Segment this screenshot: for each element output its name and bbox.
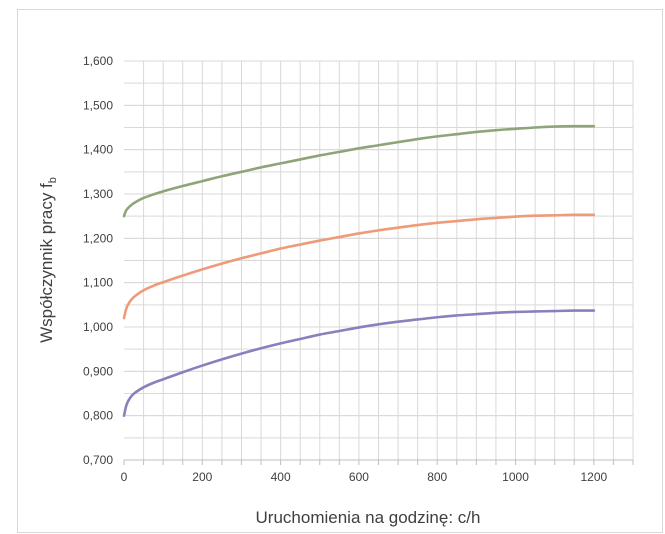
y-tick-label: 1,000 [83, 320, 113, 334]
y-tick-label: 1,100 [83, 276, 113, 290]
series-line-2 [122, 213, 596, 320]
x-tick-label: 200 [192, 470, 212, 484]
y-tick-label: 0,900 [83, 364, 113, 378]
axes [123, 459, 634, 465]
y-tick-label: 0,800 [83, 409, 113, 423]
series-line-3 [122, 309, 596, 417]
series-layer [122, 124, 596, 417]
x-tick-label: 800 [427, 470, 447, 484]
x-tick-label: 0 [121, 470, 128, 484]
y-tick-label: 1,400 [83, 143, 113, 157]
x-tick-label: 1200 [580, 470, 607, 484]
y-axis-title: Współczynnik pracy fb [37, 177, 59, 343]
x-tick-label: 400 [271, 470, 291, 484]
x-tick-label: 1000 [502, 470, 529, 484]
y-tick-labels: 0,700 0,800 0,900 1,000 1,100 1,200 1,300 1,400… [83, 54, 113, 467]
y-tick-label: 1,200 [83, 231, 113, 245]
y-tick-label: 1,300 [83, 187, 113, 201]
x-axis-title: Uruchomienia na godzinę: c/h [256, 508, 481, 527]
y-tick-label: 1,500 [83, 98, 113, 112]
x-tick-label: 600 [349, 470, 369, 484]
series-line-1 [122, 124, 596, 218]
y-tick-label: 1,600 [83, 54, 113, 68]
y-tick-label: 0,700 [83, 453, 113, 467]
major-gridlines [124, 60, 633, 461]
x-tick-labels: 0 200 400 600 800 1000 1200 [121, 470, 608, 484]
minor-gridlines [124, 60, 634, 460]
y-axis-title-main: Współczynnik pracy f [37, 183, 56, 343]
y-axis-title-subscript: b [47, 177, 59, 183]
chart-area [17, 9, 663, 533]
